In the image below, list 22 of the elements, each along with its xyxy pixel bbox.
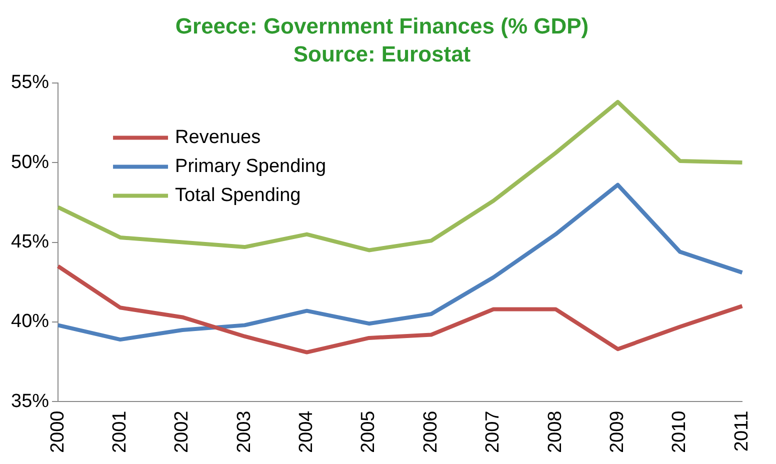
x-tick-label: 2010 xyxy=(669,410,690,454)
x-tick-label: 2002 xyxy=(172,410,193,454)
x-tick-label: 2003 xyxy=(234,410,255,454)
x-tick-label: 2005 xyxy=(358,410,380,454)
x-tick-label: 2008 xyxy=(544,410,566,454)
x-tick-label: 2001 xyxy=(109,410,130,454)
chart-title: Greece: Government Finances (% GDP) xyxy=(175,13,589,38)
chart-subtitle: Source: Eurostat xyxy=(293,42,472,67)
x-tick-label: 2006 xyxy=(420,410,442,454)
legend-label: Revenues xyxy=(175,127,261,148)
x-tick-label: 2009 xyxy=(607,410,628,454)
y-tick-label: 55% xyxy=(10,72,50,94)
legend-label: Primary Spending xyxy=(175,156,326,178)
y-tick-label: 35% xyxy=(10,390,50,412)
legend-label: Total Spending xyxy=(175,185,301,206)
x-tick-label: 2000 xyxy=(47,410,68,454)
x-tick-label: 2004 xyxy=(296,410,318,454)
y-tick-label: 50% xyxy=(10,152,50,173)
x-tick-label: 2007 xyxy=(482,410,504,454)
y-tick-label: 45% xyxy=(10,232,50,252)
y-tick-label: 40% xyxy=(10,311,50,332)
x-tick-label: 2011 xyxy=(731,410,752,452)
